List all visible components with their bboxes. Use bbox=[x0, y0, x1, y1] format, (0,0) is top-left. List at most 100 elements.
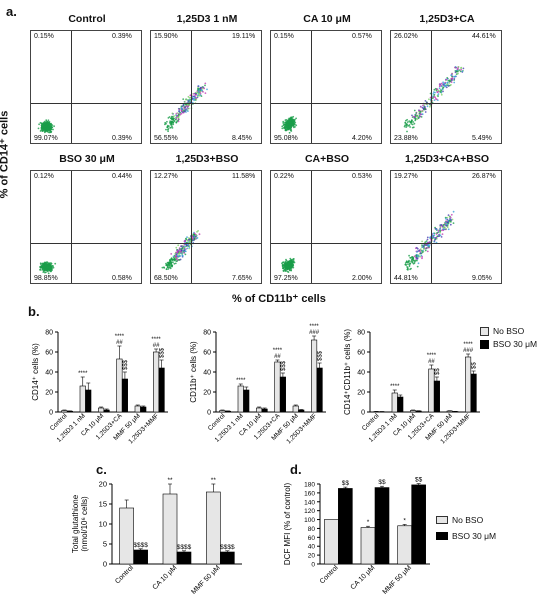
flow-dot bbox=[195, 234, 198, 237]
flow-dot bbox=[412, 257, 414, 260]
flow-dot bbox=[44, 264, 47, 267]
flow-dot bbox=[289, 129, 292, 132]
flow-dot bbox=[285, 259, 288, 262]
flow-dot bbox=[194, 237, 197, 239]
flow-dot bbox=[172, 258, 175, 261]
flow-dot bbox=[197, 87, 199, 90]
y-tick-label: 80 bbox=[203, 330, 211, 337]
flow-dot bbox=[453, 78, 456, 80]
flow-dot bbox=[40, 126, 43, 129]
flow-dot bbox=[177, 120, 180, 123]
flow-dot bbox=[460, 66, 463, 69]
legend-swatch-bso bbox=[480, 339, 489, 349]
flow-dot bbox=[41, 262, 44, 265]
flow-dot bbox=[414, 118, 417, 121]
flow-dot bbox=[45, 120, 48, 123]
legend-d-label-no-bso: No BSO bbox=[452, 515, 484, 525]
flow-dot bbox=[420, 248, 422, 250]
flow-dot bbox=[281, 125, 284, 128]
flow-dot bbox=[181, 245, 184, 247]
flow-dot bbox=[178, 255, 181, 258]
flow-dot bbox=[426, 250, 429, 253]
flow-plot-title: 1,25D3+BSO bbox=[175, 153, 239, 165]
quadrant-value-ur: 0.39% bbox=[111, 33, 133, 41]
bar-bso bbox=[470, 373, 477, 413]
flow-dot bbox=[446, 77, 449, 79]
flow-plot-title: 1,25D3+CA bbox=[419, 13, 475, 25]
flow-dot bbox=[197, 230, 199, 232]
bso-significance-label: $$$$ bbox=[177, 544, 192, 551]
flow-dot bbox=[47, 266, 49, 269]
flow-dot bbox=[445, 78, 448, 81]
flow-dot bbox=[438, 85, 441, 87]
flow-dot bbox=[458, 69, 461, 71]
flow-plot: CA+BSO 0.22% 0.53% 97.25% 2.00% bbox=[270, 153, 382, 284]
flow-gate-vertical bbox=[71, 171, 72, 283]
flow-dot bbox=[287, 268, 290, 270]
flow-dot bbox=[182, 247, 185, 249]
flow-dot bbox=[451, 77, 454, 80]
flow-dot bbox=[432, 232, 435, 235]
y-axis-label: DCF MFI (% of control) bbox=[283, 483, 292, 566]
flow-dot bbox=[187, 244, 189, 246]
flow-dot bbox=[462, 67, 465, 70]
flow-dot bbox=[176, 255, 179, 258]
flow-dot bbox=[454, 71, 457, 74]
y-tick-label: 160 bbox=[304, 490, 315, 497]
flow-dot bbox=[50, 265, 53, 267]
significance-label: **** bbox=[78, 371, 88, 377]
flow-dot bbox=[186, 239, 189, 242]
y-tick-label: 20 bbox=[99, 480, 107, 489]
flow-dot bbox=[40, 263, 42, 265]
flow-dot bbox=[175, 112, 178, 115]
flow-dot bbox=[431, 236, 434, 238]
flow-dot bbox=[188, 246, 191, 248]
flow-dot bbox=[287, 262, 290, 264]
flow-dot bbox=[179, 249, 182, 251]
flow-dot bbox=[185, 98, 187, 101]
flow-dot bbox=[181, 254, 184, 257]
bar-no-bso bbox=[116, 358, 123, 413]
flow-dot bbox=[437, 89, 440, 92]
flow-dot bbox=[442, 225, 444, 228]
flow-dot bbox=[165, 128, 167, 131]
bso-significance-label: $$ bbox=[378, 479, 386, 486]
flow-dot bbox=[455, 73, 458, 75]
flow-dot bbox=[438, 235, 441, 237]
bso-significance-label: $$$ bbox=[123, 359, 129, 370]
flow-dot bbox=[289, 267, 292, 270]
flow-dot bbox=[173, 256, 175, 259]
flow-dot bbox=[288, 266, 290, 269]
flow-x-axis-label: % of CD11b⁺ cells bbox=[232, 293, 326, 305]
y-tick-label: 60 bbox=[357, 350, 365, 357]
quadrant-value-ll: 68.50% bbox=[153, 275, 179, 283]
flow-dot bbox=[292, 123, 294, 126]
flow-dot bbox=[447, 221, 449, 224]
flow-dot bbox=[421, 257, 423, 260]
flow-dot bbox=[426, 238, 429, 241]
flow-dot bbox=[454, 66, 456, 69]
bar-bso bbox=[158, 367, 165, 413]
flow-dot bbox=[426, 236, 429, 239]
flow-dot bbox=[45, 271, 47, 274]
flow-dot bbox=[295, 124, 298, 127]
flow-dot bbox=[290, 269, 293, 271]
flow-dot bbox=[45, 122, 48, 124]
flow-dot bbox=[196, 91, 199, 94]
flow-dot bbox=[192, 92, 195, 95]
quadrant-value-lr: 9.05% bbox=[471, 275, 493, 283]
flow-dot bbox=[175, 258, 178, 261]
flow-dot bbox=[194, 96, 196, 99]
flow-dot bbox=[161, 266, 164, 269]
quadrant-value-lr: 5.49% bbox=[471, 135, 493, 143]
flow-dot bbox=[439, 83, 442, 85]
y-tick-label: 80 bbox=[357, 330, 365, 337]
flow-dot bbox=[286, 129, 289, 131]
y-tick-label: 5 bbox=[103, 540, 107, 549]
flow-gate-horizontal bbox=[31, 103, 141, 104]
flow-plot: 1,25D3+CA+BSO 19.27% 26.87% 44.81% 9.05% bbox=[390, 153, 502, 284]
flow-dot bbox=[183, 101, 186, 103]
flow-dot bbox=[48, 131, 51, 134]
bar-no-bso bbox=[162, 493, 178, 565]
bar-bso bbox=[85, 389, 92, 413]
